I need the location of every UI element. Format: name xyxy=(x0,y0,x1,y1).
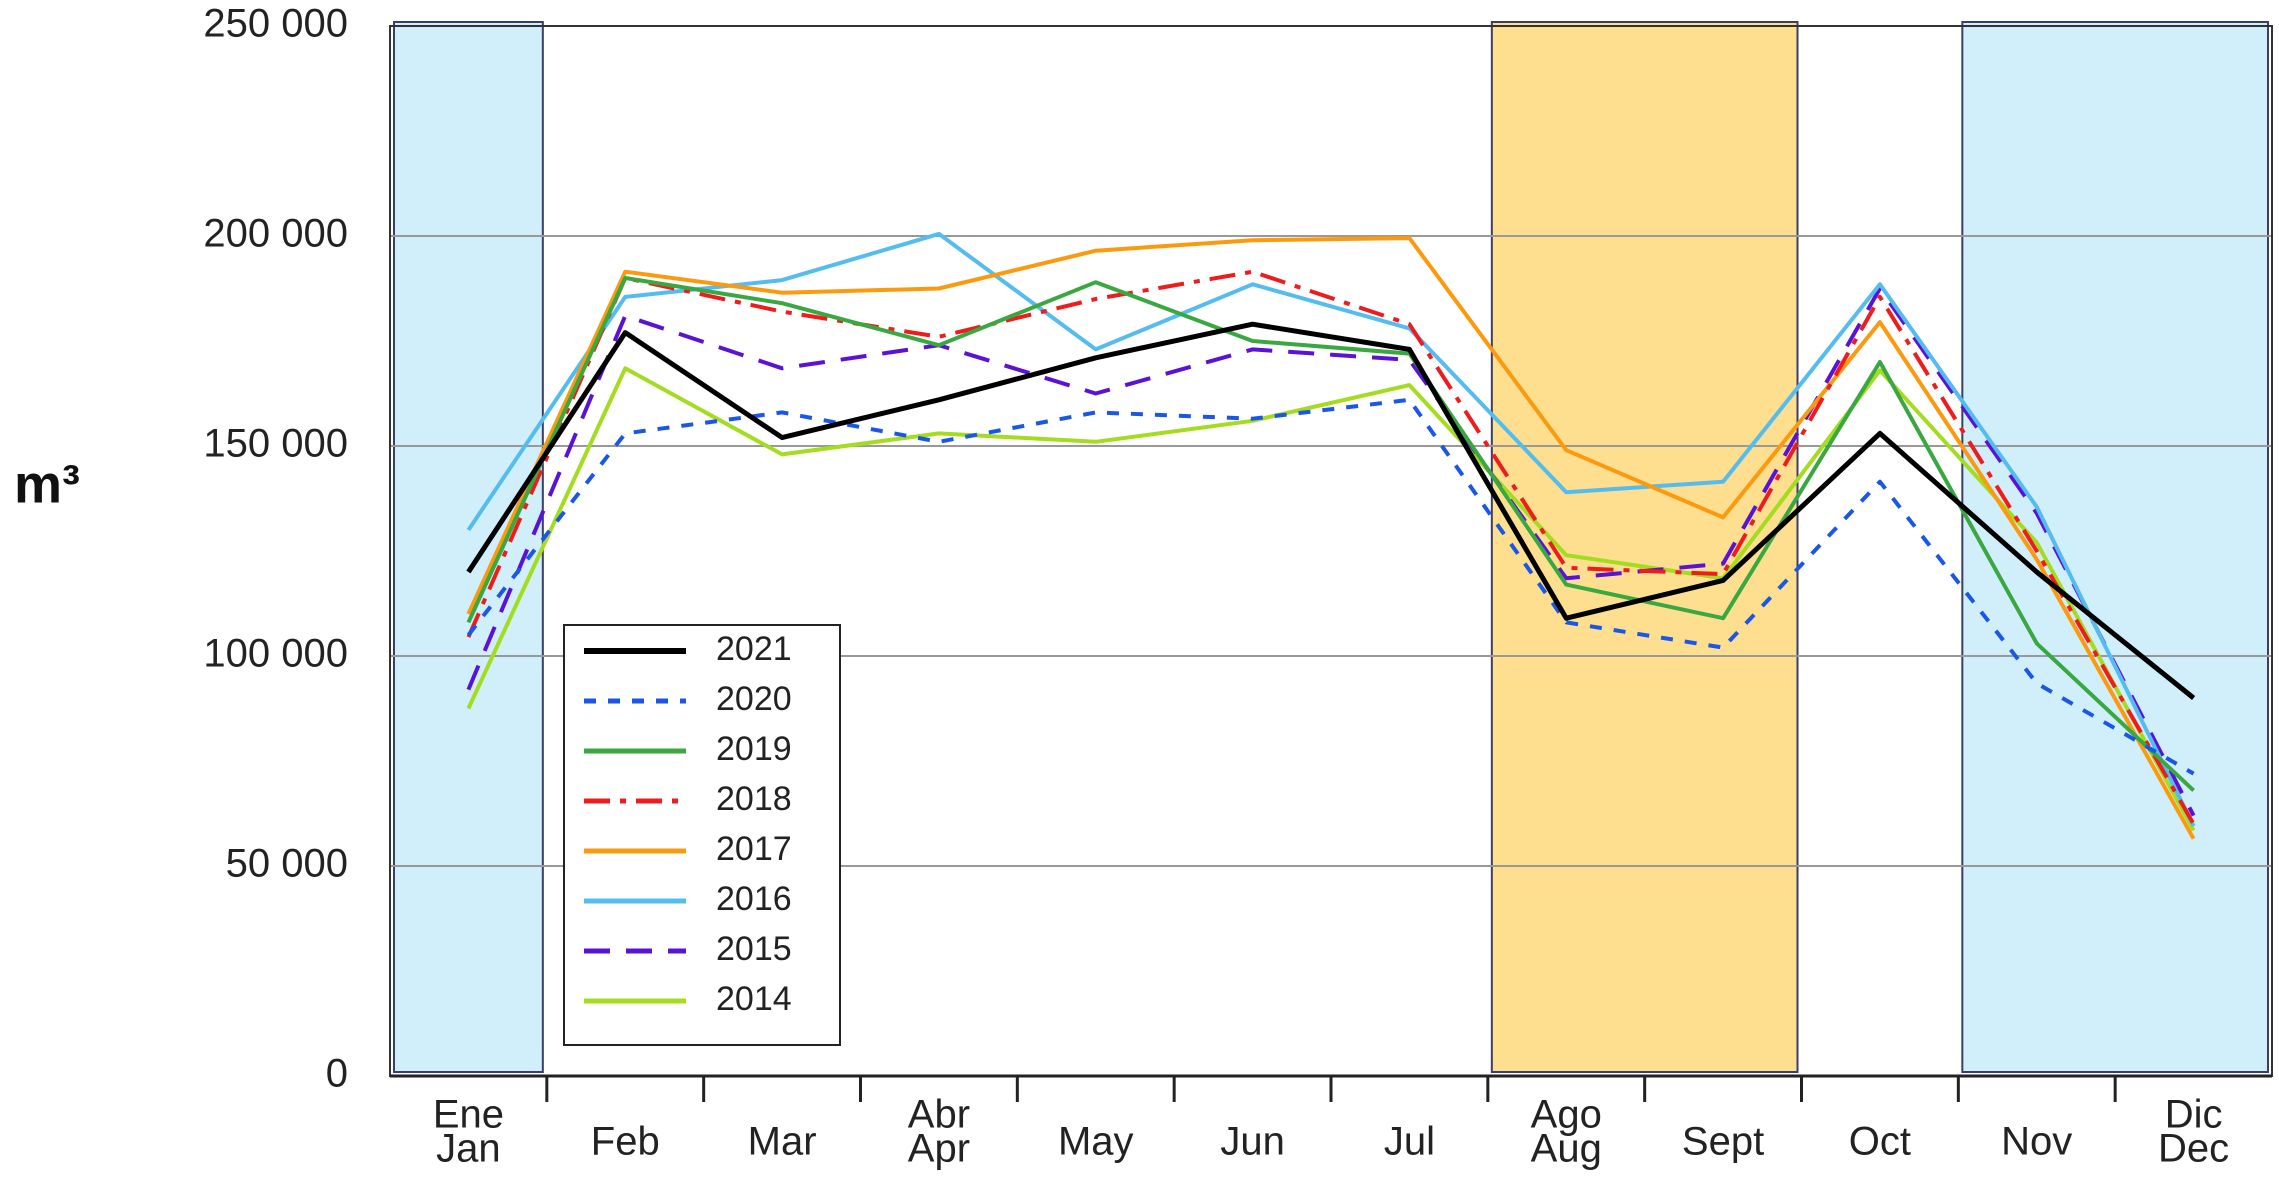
x-tick-label: Mar xyxy=(748,1120,817,1164)
x-tick-label: Jul xyxy=(1384,1120,1435,1164)
legend-label: 2014 xyxy=(716,980,792,1018)
x-tick-label: Ene xyxy=(433,1093,504,1137)
x-tick-label: May xyxy=(1058,1120,1134,1164)
y-tick-label: 200 000 xyxy=(203,212,348,256)
x-tick-label: Jun xyxy=(1220,1120,1285,1164)
legend-box xyxy=(563,624,841,1046)
x-tick-label: Dic xyxy=(2165,1093,2223,1137)
y-tick-label: 50 000 xyxy=(226,842,348,886)
x-tick-label: Abr xyxy=(908,1093,970,1137)
x-tick-label: Ago xyxy=(1531,1093,1602,1137)
series-line xyxy=(466,231,2196,827)
x-tick-label: Nov xyxy=(2001,1120,2072,1164)
y-axis-label: m³ xyxy=(14,454,80,514)
y-tick-label: 100 000 xyxy=(203,632,348,676)
y-tick-label: 250 000 xyxy=(203,2,348,46)
x-tick-label: Jan xyxy=(436,1127,501,1171)
legend-label: 2021 xyxy=(716,630,792,668)
series-line xyxy=(466,397,2195,776)
highlight-band xyxy=(393,21,544,1073)
series-line xyxy=(466,286,2196,817)
x-tick-label: Feb xyxy=(591,1120,660,1164)
y-tick-label: 150 000 xyxy=(203,422,348,466)
legend-label: 2019 xyxy=(716,730,792,768)
x-tick-label: Sept xyxy=(1682,1120,1764,1164)
highlight-band xyxy=(1490,21,1799,1073)
legend-label: 2016 xyxy=(716,880,792,918)
x-tick-label: Apr xyxy=(908,1127,970,1171)
y-tick-label: 0 xyxy=(326,1052,348,1096)
legend-label: 2018 xyxy=(716,780,792,818)
series-line xyxy=(466,321,2196,700)
legend-label: 2020 xyxy=(716,680,792,718)
legend-label: 2015 xyxy=(716,930,792,968)
series-line xyxy=(466,276,2195,792)
series-line xyxy=(466,366,2196,832)
series-line xyxy=(466,269,2196,825)
x-tick-label: Dec xyxy=(2158,1127,2229,1171)
highlight-band xyxy=(1961,21,2270,1073)
x-tick-label: Aug xyxy=(1531,1127,1602,1171)
legend-label: 2017 xyxy=(716,830,792,868)
series-line xyxy=(466,236,2196,840)
x-tick-label: Oct xyxy=(1849,1120,1911,1164)
